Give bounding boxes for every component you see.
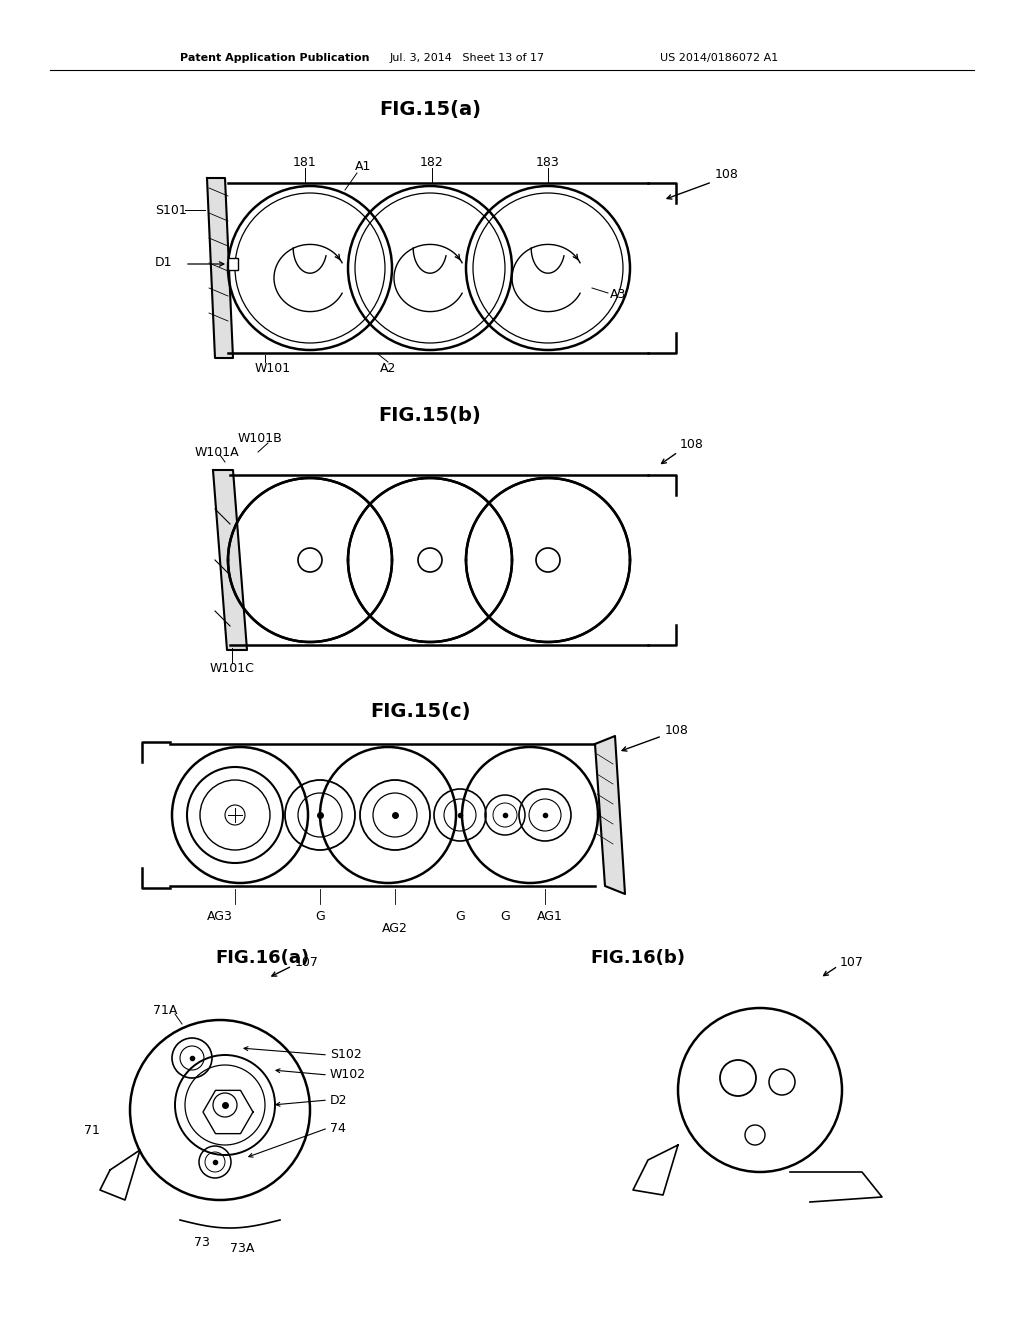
Text: A2: A2 — [380, 362, 396, 375]
Text: US 2014/0186072 A1: US 2014/0186072 A1 — [660, 53, 778, 63]
Text: D1: D1 — [155, 256, 172, 268]
Text: AG3: AG3 — [207, 909, 232, 923]
Text: 108: 108 — [715, 169, 739, 181]
Text: AG2: AG2 — [382, 921, 408, 935]
Text: W101B: W101B — [238, 432, 283, 445]
Text: 108: 108 — [665, 723, 689, 737]
Text: FIG.15(c): FIG.15(c) — [370, 702, 470, 722]
Text: 183: 183 — [537, 156, 560, 169]
Text: A3: A3 — [610, 289, 627, 301]
Text: FIG.16(a): FIG.16(a) — [215, 949, 309, 968]
Text: 73A: 73A — [229, 1242, 254, 1254]
Text: G: G — [455, 909, 465, 923]
Text: 74: 74 — [330, 1122, 346, 1134]
Text: Jul. 3, 2014   Sheet 13 of 17: Jul. 3, 2014 Sheet 13 of 17 — [390, 53, 545, 63]
Text: 71: 71 — [84, 1123, 100, 1137]
Text: 73: 73 — [195, 1236, 210, 1249]
Text: S102: S102 — [330, 1048, 361, 1061]
Text: W101A: W101A — [195, 446, 240, 458]
Text: W101: W101 — [255, 362, 291, 375]
Text: G: G — [315, 909, 325, 923]
Text: 181: 181 — [293, 156, 316, 169]
Text: 107: 107 — [840, 956, 864, 969]
Text: FIG.16(b): FIG.16(b) — [590, 949, 685, 968]
Bar — [228, 257, 238, 271]
Text: W101C: W101C — [210, 661, 255, 675]
Text: 71A: 71A — [153, 1003, 177, 1016]
Text: S101: S101 — [155, 203, 186, 216]
Text: W102: W102 — [330, 1068, 367, 1081]
Polygon shape — [595, 737, 625, 894]
Polygon shape — [207, 178, 233, 358]
Text: A1: A1 — [355, 161, 372, 173]
Text: 108: 108 — [680, 438, 703, 451]
Text: 107: 107 — [295, 956, 318, 969]
Text: AG1: AG1 — [537, 909, 563, 923]
Polygon shape — [213, 470, 247, 649]
Text: Patent Application Publication: Patent Application Publication — [180, 53, 370, 63]
Text: FIG.15(a): FIG.15(a) — [379, 100, 481, 120]
Text: D2: D2 — [330, 1093, 347, 1106]
Text: FIG.15(b): FIG.15(b) — [379, 405, 481, 425]
Text: 182: 182 — [420, 156, 443, 169]
Text: G: G — [500, 909, 510, 923]
